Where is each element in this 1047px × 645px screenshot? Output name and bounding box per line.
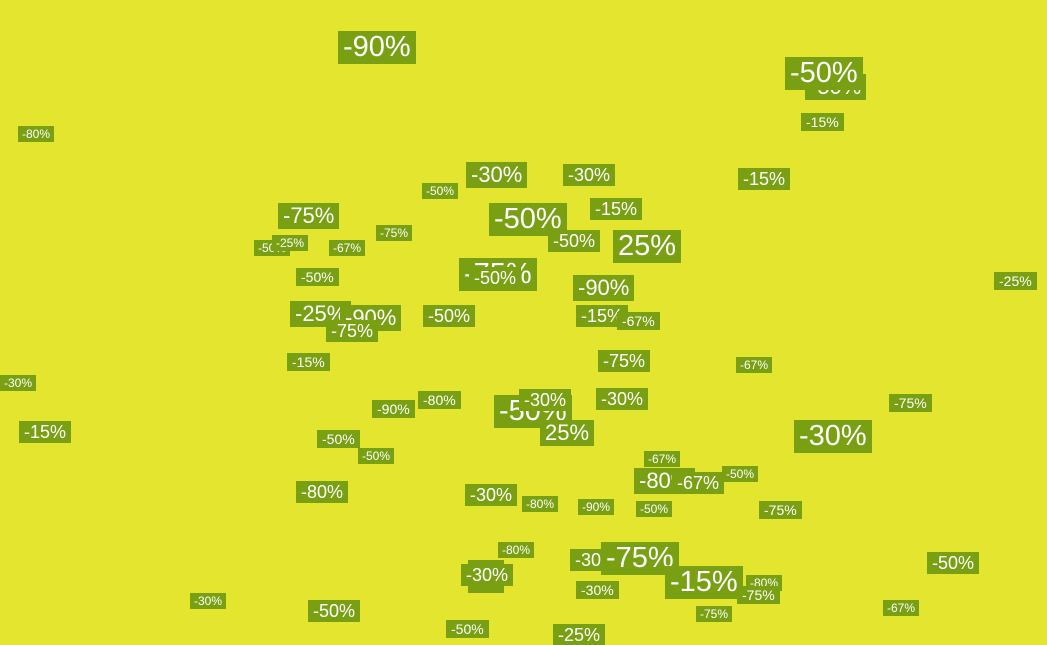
discount-tag: -15%: [590, 198, 643, 220]
discount-tag: 25%: [540, 420, 595, 446]
discount-tag: -15%: [19, 421, 72, 443]
discount-tag: -30%: [0, 375, 37, 391]
discount-tag: -75%: [737, 586, 780, 604]
discount-tag: -90%: [338, 31, 416, 64]
discount-tag: -15%: [738, 168, 791, 190]
discount-tag: -67%: [883, 600, 920, 616]
discount-tag: -25%: [553, 624, 606, 645]
discount-tag: -80%: [18, 126, 55, 142]
discount-tag: -15%: [801, 113, 844, 131]
discount-tag: -30%: [465, 484, 518, 506]
discount-tag: -50%: [317, 430, 360, 448]
discount-tag: -67%: [617, 312, 660, 330]
discount-tag: -75%: [326, 320, 379, 342]
discount-tag: -30%: [596, 388, 649, 410]
discount-tag: -30%: [519, 389, 572, 411]
discount-tag: 25%: [613, 230, 682, 263]
discount-tag: -75%: [598, 350, 651, 372]
discount-tag: -75%: [889, 394, 932, 412]
discount-tag: -50%: [422, 183, 459, 199]
discount-tag: -50%: [722, 466, 759, 482]
discount-tag: -30%: [563, 164, 616, 186]
discount-tag: -25%: [994, 272, 1037, 290]
discount-tag: -50%: [296, 268, 339, 286]
discount-tag: -75%: [759, 501, 802, 519]
discount-tag: -75%: [278, 203, 340, 229]
discount-tag: -80%: [498, 542, 535, 558]
discount-tag: -30%: [794, 420, 872, 453]
discount-tag: -67%: [672, 472, 725, 494]
discount-tag: -90%: [578, 499, 615, 515]
discount-tag: -50%: [469, 267, 522, 289]
discount-tag: -50%: [927, 552, 980, 574]
discount-tag: -30%: [190, 593, 227, 609]
discount-tag: -80%: [418, 391, 461, 409]
discount-tag: -80%: [522, 496, 559, 512]
discount-tag: -50%: [446, 620, 489, 638]
discount-tag: -50%: [785, 57, 863, 90]
discount-tag: -25%: [272, 235, 309, 251]
discount-tag: -15%: [287, 353, 330, 371]
discount-tag: -15%: [665, 566, 743, 599]
discount-tag: -50%: [636, 501, 673, 517]
discount-tag: -50%: [489, 203, 567, 236]
discount-tag: -75%: [376, 225, 413, 241]
discount-tag: -30%: [466, 162, 528, 188]
discount-tag: -30%: [576, 581, 619, 599]
discount-tag: -90%: [372, 400, 415, 418]
discount-tag: -50%: [423, 305, 476, 327]
discount-tag: -80%: [296, 481, 349, 503]
discount-tag: -67%: [329, 240, 366, 256]
discount-tag: -30%: [461, 564, 514, 586]
discount-tag: -50%: [548, 230, 601, 252]
discount-tag: -67%: [736, 357, 773, 373]
discount-tag: -75%: [696, 606, 733, 622]
discount-tag: -90%: [573, 275, 635, 301]
discount-tag: -15%: [576, 305, 629, 327]
discount-tag: -50%: [308, 600, 361, 622]
discount-tag: -67%: [644, 451, 681, 467]
discount-tag: -50%: [358, 448, 395, 464]
